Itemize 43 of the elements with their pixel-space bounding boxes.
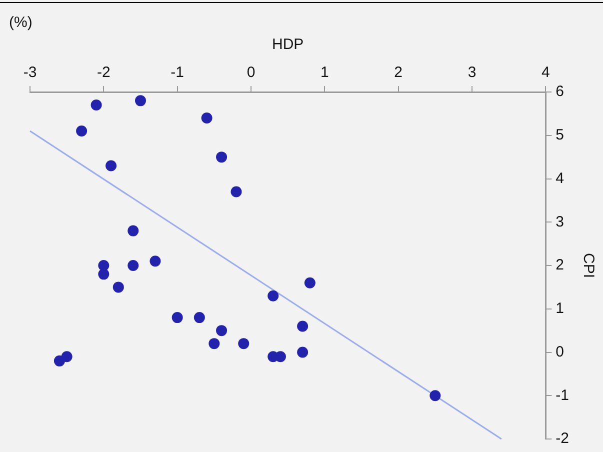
x-tick-label: 1 [320,64,329,82]
y-tick-label: 1 [556,300,564,318]
point [238,338,250,350]
point [304,277,316,288]
point [112,282,124,293]
point [230,186,242,198]
point [98,268,110,280]
y-tick-label: -1 [556,386,570,404]
point [128,225,139,236]
x-tick-label: 4 [541,64,550,82]
point [297,320,308,332]
x-tick-label: 2 [394,64,402,82]
point [430,390,441,402]
point [61,351,72,362]
y-tick-label: -2 [556,430,570,448]
y-tick-label: 5 [556,126,564,144]
point [106,160,117,172]
point [201,112,212,124]
text: (%) [9,14,32,31]
x-tick-label: 0 [246,64,256,82]
x-tick-label: -3 [23,64,37,82]
point [268,290,279,302]
x-tick-label: -2 [96,64,110,82]
point [208,338,220,350]
point [216,325,228,336]
point [172,312,183,324]
point [76,126,88,137]
y-tick-label: 0 [556,343,564,360]
y-tick-label: 6 [556,83,564,100]
point [216,152,228,163]
point [194,312,205,324]
point [135,95,146,106]
x-axis-title: HDP [272,36,304,54]
point [297,346,308,358]
y-tick-label: 2 [556,256,564,274]
x-tick-label: -1 [170,64,184,82]
point [150,256,161,267]
point [128,260,139,271]
x-tick-label: 3 [468,64,476,82]
point [90,100,102,111]
y-axis-title: CPI [580,252,597,278]
y-tick-label: 3 [556,213,564,230]
y-tick-label: 4 [556,170,564,187]
